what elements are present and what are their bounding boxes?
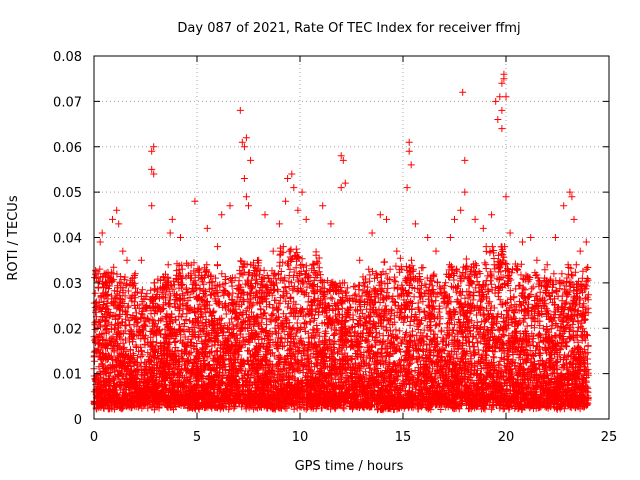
background-point (359, 273, 367, 281)
background-point (328, 295, 336, 303)
background-point (117, 273, 125, 280)
background-point (413, 332, 421, 340)
background-point (176, 321, 183, 329)
background-point (372, 269, 380, 277)
background-point (243, 276, 251, 284)
background-point (314, 259, 322, 267)
data-points (90, 70, 592, 414)
background-point (388, 307, 396, 315)
background-point (448, 282, 455, 290)
background-point (487, 280, 495, 288)
background-point (396, 327, 404, 335)
background-point (275, 299, 283, 307)
chart-title: Day 087 of 2021, Rate Of TEC Index for r… (177, 21, 520, 36)
background-point (284, 300, 292, 308)
background-point (467, 278, 475, 285)
background-point (396, 254, 404, 262)
background-point (105, 319, 113, 327)
background-point (267, 318, 275, 326)
background-point (584, 349, 592, 357)
background-point (360, 282, 368, 290)
background-point (102, 326, 110, 334)
background-point (137, 343, 145, 351)
background-point (338, 304, 346, 312)
background-point (408, 312, 415, 320)
background-point (280, 327, 288, 335)
background-point (225, 319, 233, 327)
background-point (558, 270, 566, 278)
background-point (98, 308, 106, 315)
background-point (167, 292, 174, 300)
background-point (488, 273, 496, 281)
grid-lines (94, 56, 609, 419)
background-point (181, 361, 188, 369)
background-point (285, 272, 293, 279)
background-point (365, 265, 373, 273)
background-point (316, 332, 324, 340)
background-point (380, 258, 388, 266)
background-point (205, 279, 213, 287)
background-point (386, 276, 394, 283)
background-point (442, 304, 450, 312)
background-point (182, 343, 190, 351)
background-point (218, 270, 226, 278)
background-point (392, 278, 400, 286)
background-point (155, 317, 162, 325)
background-point (178, 265, 186, 273)
background-point (327, 294, 335, 302)
background-point (196, 300, 204, 308)
background-point (419, 298, 427, 306)
background-point (410, 352, 417, 360)
background-point (418, 282, 425, 289)
background-point (376, 313, 384, 320)
background-point (175, 284, 183, 292)
background-point (450, 321, 458, 329)
background-point (390, 284, 398, 292)
background-point (420, 308, 428, 316)
background-point (336, 375, 344, 383)
background-point (471, 260, 479, 268)
background-point (96, 265, 104, 273)
background-point (172, 338, 180, 345)
background-point (353, 307, 361, 315)
background-point (519, 318, 527, 326)
background-point (528, 285, 536, 293)
background-point (520, 275, 527, 283)
background-point (490, 304, 498, 312)
background-point (313, 325, 321, 333)
background-point (313, 271, 321, 279)
background-point (541, 266, 549, 274)
background-point (579, 267, 587, 275)
background-point (342, 288, 350, 296)
